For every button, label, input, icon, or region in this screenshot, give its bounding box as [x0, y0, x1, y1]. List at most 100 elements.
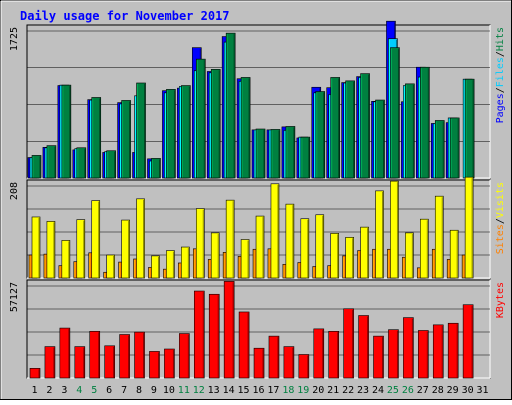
x-tick-label-day-23: 23 [357, 385, 369, 396]
bar-kbytes-day-21 [328, 330, 340, 379]
panel-kbytes: 57127 KBytes [9, 279, 506, 379]
x-tick-label-day-20: 20 [312, 385, 324, 396]
bar-visits-day-26 [405, 232, 414, 279]
bar-kbytes-day-14 [223, 281, 235, 379]
bar-kbytes-day-5 [89, 330, 101, 379]
bar-hits-day-16 [255, 128, 266, 179]
bar-kbytes-day-3 [59, 327, 71, 379]
x-tick-label-day-13: 13 [208, 385, 220, 396]
bar-kbytes-day-22 [343, 308, 354, 379]
bar-hits-day-4 [76, 147, 87, 179]
x-tick-label-day-9: 9 [151, 385, 157, 396]
y-axis-max-label: 1725 [9, 27, 20, 51]
bar-hits-day-3 [61, 84, 72, 179]
bar-visits-day-4 [76, 219, 86, 279]
chart-title: Daily usage for November 2017 [20, 9, 230, 23]
x-tick-label-day-18: 18 [282, 385, 294, 396]
x-tick-label-day-8: 8 [136, 385, 142, 396]
x-tick-label-day-5: 5 [91, 385, 97, 396]
bar-visits-day-12 [195, 208, 205, 279]
bar-hits-day-24 [375, 99, 385, 179]
bar-kbytes-day-19 [298, 354, 310, 379]
bar-visits-day-25 [390, 180, 399, 279]
x-tick-label-day-19: 19 [297, 385, 309, 396]
x-tick-label-day-11: 11 [178, 385, 190, 396]
bar-kbytes-day-6 [104, 345, 115, 379]
bar-visits-day-15 [240, 239, 250, 279]
bar-kbytes-day-8 [134, 331, 145, 379]
bar-visits-day-13 [210, 232, 220, 279]
bar-visits-day-7 [121, 219, 130, 279]
bar-kbytes-day-1 [29, 368, 41, 379]
legend-entry-kbytes: KBytes [495, 282, 506, 318]
bar-hits-day-14 [225, 32, 236, 179]
bar-hits-day-28 [434, 120, 445, 179]
bar-visits-day-17 [270, 183, 280, 279]
legend-separator: / [495, 218, 506, 224]
bar-kbytes-day-29 [447, 322, 459, 379]
x-tick-label-day-6: 6 [106, 385, 112, 396]
bar-hits-day-27 [420, 66, 430, 179]
legend-entry-visits: Visits [495, 182, 506, 218]
bar-hits-day-18 [285, 126, 296, 179]
bar-visits-day-23 [360, 226, 369, 279]
panel-visits: 208 Sites/Visits [9, 176, 506, 279]
bar-hits-day-13 [210, 69, 221, 179]
bar-kbytes-day-23 [358, 315, 369, 379]
bar-visits-day-21 [330, 233, 340, 279]
panel-hits: 1725 Pages/Files/Hits [9, 20, 506, 179]
x-tick-label-day-24: 24 [372, 385, 384, 396]
bar-hits-day-11 [181, 85, 191, 179]
legend-separator: / [495, 87, 506, 93]
bar-hits-day-22 [345, 80, 355, 179]
bar-visits-day-10 [166, 250, 175, 279]
bar-hits-day-6 [106, 150, 116, 179]
bar-visits-day-11 [181, 246, 190, 279]
x-tick-label-day-16: 16 [252, 385, 264, 396]
bar-kbytes-day-11 [179, 333, 190, 379]
x-tick-label-day-4: 4 [76, 385, 82, 396]
bar-kbytes-day-26 [403, 317, 414, 379]
bar-hits-day-12 [195, 58, 206, 179]
bar-kbytes-day-9 [149, 351, 160, 379]
bar-kbytes-day-4 [74, 346, 86, 379]
bar-hits-day-21 [330, 77, 341, 179]
bar-hits-day-17 [270, 129, 281, 179]
bar-kbytes-day-24 [373, 335, 384, 379]
x-tick-label-day-15: 15 [238, 385, 250, 396]
bar-visits-day-22 [345, 237, 354, 279]
bar-hits-day-15 [240, 77, 251, 179]
x-tick-label-day-21: 21 [327, 385, 339, 396]
bar-hits-day-20 [315, 91, 326, 179]
legend-hits: Pages/Files/Hits [495, 27, 506, 123]
bar-visits-day-1 [31, 216, 41, 279]
legend-visits: Sites/Visits [495, 182, 506, 254]
x-tick-label-day-14: 14 [223, 385, 235, 396]
bar-kbytes-day-28 [432, 324, 444, 379]
bar-visits-day-18 [285, 203, 295, 279]
bar-hits-day-7 [121, 100, 131, 179]
bar-visits-day-16 [255, 215, 265, 279]
x-tick-label-day-22: 22 [342, 385, 354, 396]
x-tick-label-day-2: 2 [46, 385, 52, 396]
bar-hits-day-2 [46, 145, 57, 179]
bar-kbytes-day-18 [283, 346, 295, 379]
legend-separator: / [495, 51, 506, 57]
bar-kbytes-day-7 [119, 334, 130, 379]
bar-visits-day-20 [315, 214, 325, 279]
bar-visits-day-30 [464, 176, 474, 279]
bar-kbytes-day-10 [164, 348, 175, 379]
x-tick-label-day-12: 12 [193, 385, 205, 396]
x-tick-label-day-1: 1 [31, 385, 37, 396]
bar-kbytes-day-13 [208, 293, 220, 379]
bar-visits-day-6 [106, 254, 115, 279]
bar-visits-day-2 [46, 221, 56, 279]
bar-visits-day-9 [151, 255, 160, 279]
x-tick-label-day-29: 29 [447, 385, 459, 396]
legend-kbytes: KBytes [495, 282, 506, 318]
bar-kbytes-day-15 [238, 311, 250, 379]
bar-visits-day-27 [420, 218, 429, 279]
bar-hits-day-8 [136, 82, 146, 179]
